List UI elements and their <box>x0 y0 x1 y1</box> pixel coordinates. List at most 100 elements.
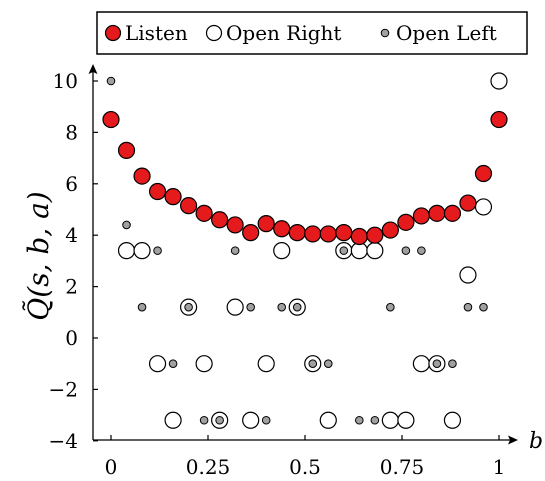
open-right-point <box>443 411 462 429</box>
open-left-point <box>292 302 302 312</box>
listen-point <box>257 215 275 233</box>
open-right-point <box>319 411 337 429</box>
open-right-point <box>242 411 260 429</box>
listen-point <box>397 213 415 231</box>
open-left-point <box>479 302 488 312</box>
x-ticks: 0 0.25 0.5 0.75 1 <box>105 435 506 479</box>
x-tick-label: 1 <box>493 455 506 479</box>
open-left-point <box>401 246 411 255</box>
open-right-point <box>381 411 399 429</box>
open-right-point <box>490 72 508 90</box>
y-ticks: −4 −2 0 2 4 6 8 10 <box>49 69 98 453</box>
listen-point <box>459 194 477 212</box>
open-left-point <box>137 302 147 312</box>
x-tick-label: 0 <box>105 455 118 479</box>
series-open-right <box>117 72 508 429</box>
series-listen <box>102 110 508 246</box>
open-right-point <box>412 355 430 373</box>
open-left-point <box>277 302 287 312</box>
listen-point <box>490 110 508 129</box>
open-left-point <box>432 359 442 369</box>
listen-point <box>133 167 151 185</box>
listen-point <box>195 204 213 222</box>
listen-point <box>242 224 260 242</box>
open-right-point <box>366 242 384 260</box>
listen-point <box>180 197 198 215</box>
open-left-point <box>261 415 271 425</box>
y-axis-label: Q̃(s, b, a) <box>22 191 55 320</box>
y-tick-label: −4 <box>49 429 78 453</box>
legend-box <box>96 11 528 55</box>
open-left-point <box>246 302 255 312</box>
x-axis-label: b <box>529 429 543 454</box>
listen-point <box>148 182 167 201</box>
open-left-point <box>370 415 380 425</box>
open-left-point <box>386 302 395 312</box>
open-left-point <box>463 302 473 312</box>
open-right-point <box>397 411 415 429</box>
listen-point <box>350 227 368 246</box>
listen-point <box>304 225 322 243</box>
legend-marker-open-left <box>380 28 390 38</box>
open-right-point <box>195 355 213 373</box>
open-right-point <box>459 266 477 284</box>
y-axis-arrow <box>88 64 98 74</box>
open-right-point <box>117 242 136 260</box>
x-tick-label: 0.5 <box>289 455 321 479</box>
listen-point <box>366 226 384 244</box>
listen-point <box>412 207 430 225</box>
open-left-point <box>106 76 116 86</box>
legend-label-listen: Listen <box>125 21 188 45</box>
open-left-point <box>168 359 178 369</box>
legend-marker-listen <box>104 24 122 42</box>
y-tick-label: 10 <box>53 69 78 93</box>
open-left-point <box>339 246 349 255</box>
open-right-point <box>148 355 167 373</box>
x-axis-arrow <box>508 435 518 445</box>
open-right-point <box>273 242 291 260</box>
open-left-point <box>199 415 209 425</box>
open-right-point <box>257 355 275 373</box>
y-tick-label: 0 <box>65 326 78 350</box>
listen-point <box>164 188 182 206</box>
listen-point <box>443 204 462 222</box>
open-left-point <box>184 302 193 312</box>
y-tick-label: 4 <box>65 223 78 247</box>
listen-point <box>226 216 244 234</box>
open-right-point <box>474 198 493 216</box>
open-left-point <box>448 359 457 369</box>
listen-point <box>211 211 229 229</box>
legend-marker-open-right <box>205 24 223 42</box>
listen-point <box>288 224 306 242</box>
legend: Listen Open Right Open Left <box>96 11 528 55</box>
listen-point <box>319 225 337 243</box>
listen-point <box>381 221 399 239</box>
open-right-point <box>226 298 244 316</box>
open-left-point <box>323 359 333 369</box>
open-left-point <box>230 246 240 255</box>
listen-point <box>117 141 136 159</box>
listen-point <box>335 224 353 242</box>
axes <box>88 64 518 445</box>
open-left-point <box>308 359 318 369</box>
listen-point <box>102 110 120 129</box>
open-left-point <box>122 220 131 230</box>
listen-point <box>428 204 446 222</box>
open-right-point <box>164 411 182 429</box>
legend-label-open-left: Open Left <box>396 21 497 45</box>
y-tick-label: 2 <box>65 275 78 299</box>
y-tick-label: 8 <box>65 120 78 144</box>
y-tick-label: 6 <box>65 172 78 196</box>
open-left-point <box>355 415 364 425</box>
y-tick-label: −2 <box>49 377 78 401</box>
open-right-point <box>133 242 151 260</box>
series-open-left <box>106 76 488 425</box>
open-left-point <box>417 246 426 255</box>
legend-label-open-right: Open Right <box>226 21 341 45</box>
x-tick-label: 0.25 <box>186 455 231 479</box>
listen-point <box>474 164 493 183</box>
x-tick-label: 0.75 <box>380 455 425 479</box>
open-left-point <box>153 246 162 255</box>
open-left-point <box>215 415 224 425</box>
